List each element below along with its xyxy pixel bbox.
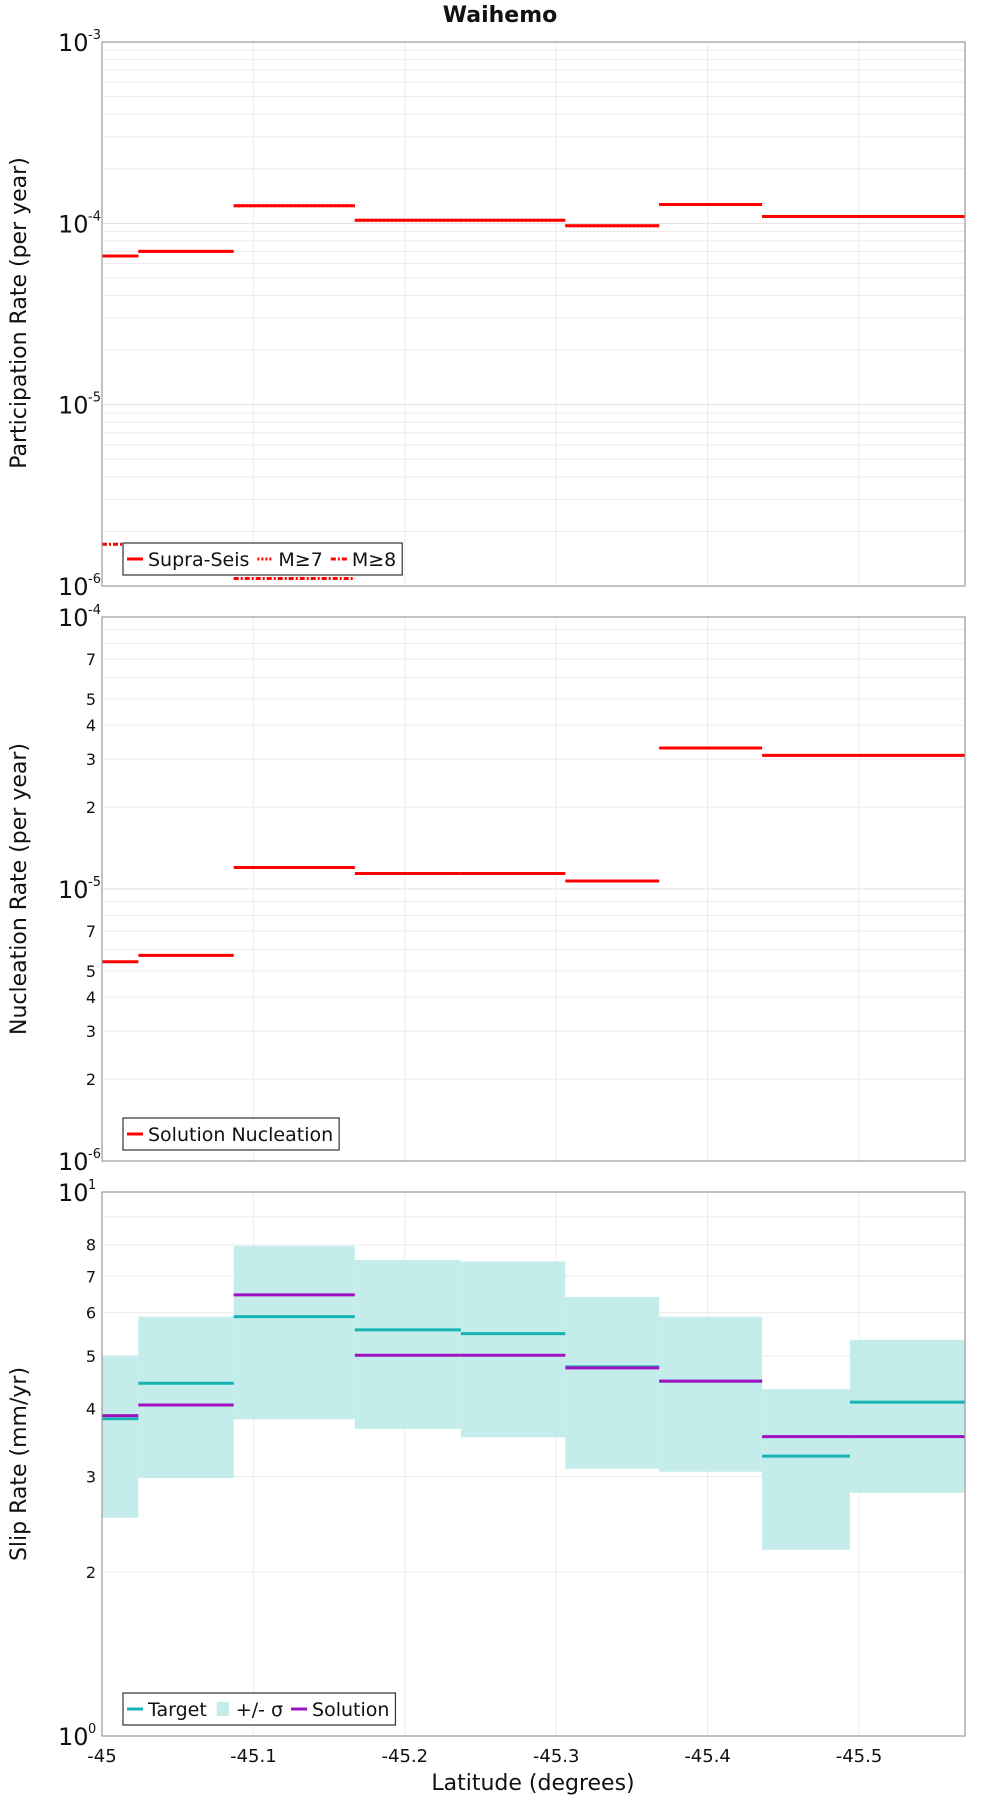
- legend-swatch: [216, 1702, 229, 1716]
- nucleation-rate-panel: Nucleation Rate (per year) 10 -410 -510 -62…: [7, 603, 966, 1176]
- y-tick-label: 10: [58, 210, 89, 238]
- x-tick-label: -45: [87, 1746, 116, 1767]
- sigma-band: [849, 1339, 965, 1493]
- y-minor-tick-label: 4: [86, 716, 96, 735]
- y-tick-exponent: -6: [88, 1147, 101, 1162]
- chart-title: Waihemo: [443, 3, 558, 28]
- y-tick-exponent: -3: [88, 28, 101, 43]
- plot-area: [102, 42, 965, 586]
- y-tick-exponent: -5: [88, 875, 101, 890]
- slip-y-axis-label: Slip Rate (mm/yr): [7, 1367, 32, 1561]
- y-minor-tick-label: 4: [86, 1399, 96, 1418]
- y-tick-label: 10: [58, 573, 89, 601]
- y-tick-exponent: -6: [88, 572, 101, 587]
- y-tick-label: 10: [58, 1723, 89, 1751]
- sigma-band: [460, 1261, 566, 1438]
- legend-label: Solution Nucleation: [148, 1124, 333, 1146]
- plot-frame: [101, 41, 966, 587]
- legend-label: Supra-Seis: [148, 549, 249, 571]
- y-tick-exponent: 1: [88, 1178, 96, 1193]
- y-minor-tick-label: 3: [86, 750, 96, 769]
- nucleation-y-axis-label: Nucleation Rate (per year): [7, 743, 32, 1035]
- x-tick-label: -45.4: [684, 1746, 731, 1767]
- sigma-band: [762, 1389, 850, 1550]
- y-tick-label: 10: [58, 876, 89, 904]
- legend: Target +/- σ Solution: [122, 1692, 397, 1726]
- y-minor-tick-label: 4: [86, 988, 96, 1007]
- x-tick-label: -45.5: [836, 1746, 883, 1767]
- x-axis: -45 -45.1 -45.2 -45.3 -45.4 -45.5: [87, 1746, 882, 1767]
- y-minor-tick-label: 5: [86, 690, 96, 709]
- plot-frame: [101, 616, 966, 1162]
- legend-label: M≥8: [352, 549, 396, 571]
- participation-y-axis-label: Participation Rate (per year): [7, 157, 32, 469]
- participation-rate-panel: Participation Rate (per year) 10-310-410…: [7, 28, 966, 601]
- sigma-band: [565, 1297, 660, 1469]
- legend-label: M≥7: [278, 549, 322, 571]
- x-tick-label: -45.2: [382, 1746, 429, 1767]
- y-minor-tick-label: 2: [86, 798, 96, 817]
- y-minor-tick-label: 6: [86, 1304, 96, 1323]
- y-minor-tick-label: 7: [86, 650, 96, 669]
- plot-frame: [101, 1191, 966, 1737]
- legend-box: [122, 1692, 397, 1726]
- y-tick-exponent: -5: [88, 391, 101, 406]
- legend-label: Target: [147, 1699, 207, 1721]
- y-tick-label: 10: [58, 29, 89, 57]
- y-tick-label: 10: [58, 1179, 89, 1207]
- y-minor-tick-label: 5: [86, 962, 96, 981]
- y-tick-label: 10: [58, 1148, 89, 1176]
- y-minor-tick-label: 7: [86, 1267, 96, 1286]
- y-minor-tick-label: 7: [86, 922, 96, 941]
- sigma-band: [138, 1316, 234, 1479]
- y-minor-tick-label: 3: [86, 1022, 96, 1041]
- y-tick-exponent: 0: [88, 1722, 96, 1737]
- sigma-band: [233, 1245, 355, 1420]
- y-tick-label: 10: [58, 604, 89, 632]
- y-tick-exponent: -4: [88, 209, 101, 224]
- sigma-band: [659, 1316, 763, 1472]
- y-tick-exponent: -4: [88, 603, 101, 618]
- sigma-band: [102, 1355, 139, 1518]
- y-minor-tick-label: 3: [86, 1467, 96, 1486]
- y-minor-tick-label: 5: [86, 1347, 96, 1366]
- legend: Supra-Seis M≥7 M≥8: [122, 542, 403, 576]
- legend-label: Solution: [312, 1699, 389, 1721]
- y-tick-label: 10: [58, 392, 89, 420]
- y-minor-tick-label: 2: [86, 1070, 96, 1089]
- x-tick-label: -45.3: [533, 1746, 580, 1767]
- y-minor-tick-label: 8: [86, 1236, 96, 1255]
- sigma-band: [354, 1259, 461, 1429]
- x-tick-label: -45.1: [230, 1746, 277, 1767]
- x-axis-label: Latitude (degrees): [431, 1771, 634, 1796]
- legend-box: [122, 1117, 340, 1151]
- legend-label: +/- σ: [236, 1699, 283, 1721]
- legend: Solution Nucleation: [122, 1117, 340, 1151]
- y-minor-tick-label: 2: [86, 1563, 96, 1582]
